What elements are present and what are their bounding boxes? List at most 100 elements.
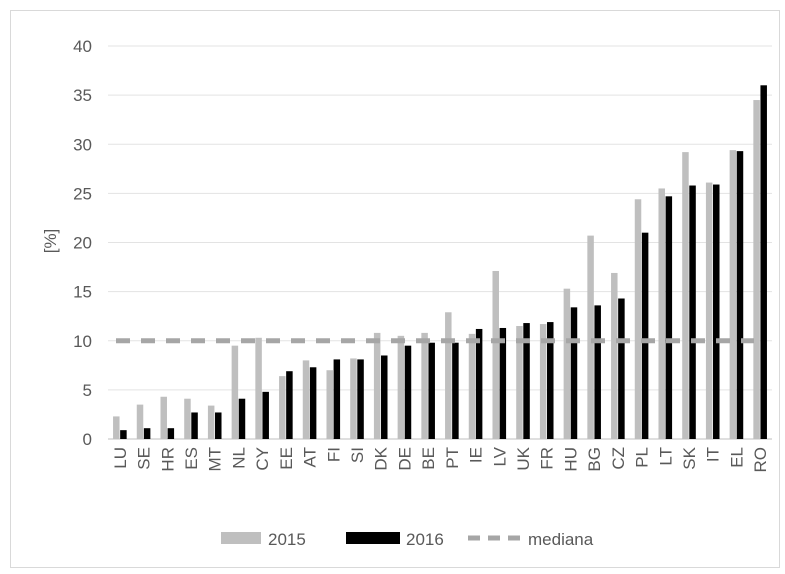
x-tick-label-EL: EL [727, 447, 746, 468]
bar-2016-SK [689, 185, 696, 439]
bar-2015-FR [539, 324, 547, 439]
bar-2016-NL [238, 398, 246, 439]
x-tick-label-UK: UK [514, 446, 533, 470]
bar-2016-RO [760, 85, 767, 440]
y-tick-label-25: 25 [73, 184, 92, 203]
bar-2016-BE [428, 342, 435, 439]
bar-2016-DE [404, 345, 412, 439]
x-tick-label-SE: SE [135, 447, 154, 470]
bar-2016-LU [120, 430, 127, 439]
legend-swatch-2016 [346, 532, 400, 544]
y-tick-label-30: 30 [73, 135, 92, 154]
x-tick-label-ES: ES [182, 447, 201, 470]
x-tick-label-BG: BG [585, 447, 604, 472]
x-tick-label-SI: SI [348, 447, 367, 463]
bar-2015-PT [445, 312, 452, 439]
bar-2016-CZ [618, 298, 625, 439]
x-tick-label-MT: MT [206, 447, 225, 472]
bar-2015-CZ [611, 272, 618, 439]
bar-2015-DE [397, 335, 405, 439]
bar-2015-LV [492, 270, 499, 439]
bar-2015-PL [634, 199, 642, 439]
bar-2015-SI [350, 358, 357, 439]
bar-2015-SK [682, 152, 689, 440]
x-tick-label-HR: HR [158, 447, 177, 472]
y-tick-label-15: 15 [73, 283, 92, 302]
bar-2016-PT [452, 342, 459, 439]
bar-2016-EE [286, 371, 293, 439]
bar-2016-AT [309, 367, 317, 439]
bar-2015-UK [516, 326, 523, 439]
bar-2016-FR [547, 322, 554, 439]
x-tick-label-DK: DK [372, 446, 391, 470]
bar-2016-LT [665, 196, 673, 439]
x-tick-label-FR: FR [538, 447, 557, 470]
x-tick-label-IT: IT [704, 447, 723, 462]
bar-2016-MT [215, 412, 222, 439]
legend-label-2015: 2015 [268, 530, 306, 549]
bar-2016-ES [191, 412, 198, 439]
legend-swatch-2015 [221, 532, 261, 544]
bar-2015-IT [705, 182, 713, 439]
x-tick-label-EE: EE [277, 447, 296, 470]
bar-2016-PL [641, 232, 649, 439]
bar-2015-AT [302, 360, 310, 439]
x-tick-label-NL: NL [229, 447, 248, 469]
bar-2016-SE [143, 428, 151, 439]
x-tick-label-AT: AT [301, 447, 320, 467]
bar-2015-EE [279, 376, 286, 439]
bar-2015-SE [136, 404, 144, 439]
bar-2016-CY [262, 391, 269, 439]
bar-2016-DK [381, 355, 388, 439]
x-tick-label-SK: SK [680, 446, 699, 469]
bar-2015-ES [184, 398, 191, 439]
bar-2015-BE [421, 332, 428, 439]
y-tick-label-20: 20 [73, 234, 92, 253]
bar-2015-RO [753, 100, 760, 439]
x-tick-label-CZ: CZ [609, 447, 628, 470]
bar-2016-HU [570, 307, 578, 439]
bar-2016-SI [357, 359, 364, 439]
bar-2016-HR [167, 428, 175, 439]
bar-2016-FI [333, 359, 341, 439]
x-tick-label-LT: LT [656, 447, 675, 466]
x-tick-label-LV: LV [490, 446, 509, 466]
y-tick-label-10: 10 [73, 332, 92, 351]
y-tick-label-5: 5 [83, 381, 92, 400]
bar-2015-MT [207, 405, 215, 439]
bar-2015-CY [255, 337, 262, 439]
x-tick-label-LU: LU [111, 447, 130, 469]
bars [113, 85, 767, 440]
bar-2016-UK [523, 323, 530, 439]
bar-2016-BG [594, 305, 601, 439]
bar-2016-LV [499, 327, 507, 439]
bar-2015-FI [326, 370, 333, 439]
bar-2016-IT [713, 184, 720, 439]
bar-2015-HU [563, 288, 571, 439]
y-tick-label-0: 0 [83, 430, 92, 449]
x-tick-label-BE: BE [419, 447, 438, 470]
bar-2015-HR [160, 396, 167, 439]
gridlines [108, 45, 772, 440]
bar-2016-EL [736, 151, 744, 439]
y-tick-labels: 0 5 10 15 20 25 30 35 40 [73, 37, 92, 449]
bar-2016-IE [475, 328, 483, 439]
y-tick-label-40: 40 [73, 37, 92, 56]
x-tick-label-CY: CY [253, 447, 272, 471]
legend-label-2016: 2016 [406, 530, 444, 549]
bar-2015-LU [113, 416, 120, 439]
x-tick-label-PT: PT [443, 447, 462, 469]
legend-label-mediana: mediana [528, 530, 594, 549]
y-tick-label-35: 35 [73, 86, 92, 105]
bar-2015-LT [658, 188, 665, 439]
x-tick-label-DE: DE [395, 447, 414, 471]
x-tick-labels: LU SE HR ES MT NL CY EE AT FI SI DK DE BE PT IE LV UK FR HU… [111, 446, 770, 472]
bar-2015-NL [231, 345, 239, 439]
chart-frame [10, 10, 780, 568]
bar-2015-EL [729, 150, 737, 439]
bar-2015-IE [468, 333, 476, 439]
x-tick-label-FI: FI [324, 447, 343, 462]
x-tick-label-HU: HU [561, 447, 580, 472]
x-tick-label-IE: IE [467, 447, 486, 463]
